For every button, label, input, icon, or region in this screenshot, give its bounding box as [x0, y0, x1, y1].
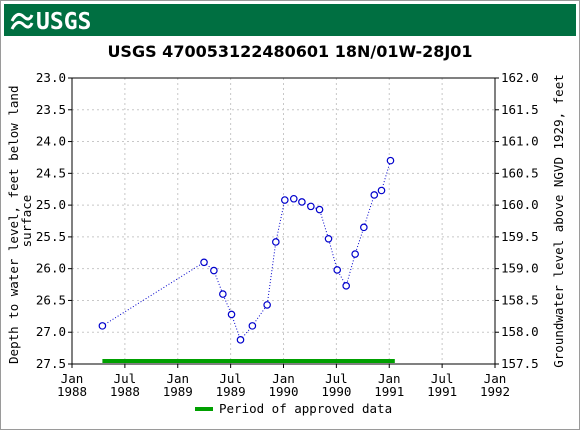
- x-tick-label-month: Jul: [325, 371, 348, 386]
- x-tick-label-year: 1991: [427, 384, 457, 399]
- x-tick-label-month: Jan: [484, 371, 507, 386]
- data-point: [263, 301, 271, 309]
- y-left-tick-label: 23.0: [36, 70, 66, 85]
- y-left-tick-label: 26.0: [36, 261, 66, 276]
- y-left-tick-label: 24.5: [36, 165, 66, 180]
- y-right-tick-label: 161.5: [501, 102, 539, 117]
- data-point: [360, 223, 368, 232]
- data-point: [351, 250, 359, 258]
- usgs-logo[interactable]: USGS: [10, 7, 110, 33]
- data-point: [227, 310, 236, 319]
- y-right-tick-label: 162.0: [501, 70, 539, 85]
- x-tick-label-month: Jul: [219, 371, 242, 386]
- y-left-tick-label: 27.0: [36, 324, 66, 339]
- usgs-banner: USGS: [4, 4, 576, 36]
- x-tick-label-month: Jul: [431, 371, 454, 386]
- legend: Period of approved data: [195, 401, 392, 416]
- y-right-tick-label: 158.0: [501, 324, 539, 339]
- x-tick-label-year: 1989: [216, 384, 246, 399]
- y-axis-left-label-line2: surface: [19, 195, 34, 248]
- x-tick-label-month: Jul: [114, 371, 137, 386]
- y-right-tick-label: 158.5: [501, 292, 539, 307]
- y-axis-left-label-line1: Depth to water level, feet below land: [6, 86, 21, 364]
- data-point: [377, 186, 386, 195]
- y-left-tick-label: 23.5: [36, 102, 66, 117]
- tick-marks: [68, 77, 499, 368]
- data-point: [200, 258, 208, 267]
- usgs-wave-mark: [10, 12, 34, 30]
- x-tick-label-year: 1991: [374, 384, 404, 399]
- y-right-tick-label: 159.5: [501, 229, 539, 244]
- data-point: [272, 238, 280, 246]
- legend-label: Period of approved data: [219, 401, 392, 416]
- y-right-tick-label: 159.0: [501, 261, 539, 276]
- data-point: [298, 198, 306, 206]
- y-left-tick-label: 26.5: [36, 292, 66, 307]
- grid: [72, 78, 495, 364]
- data-point: [248, 322, 257, 330]
- x-tick-label-year: 1992: [480, 384, 510, 399]
- data-point: [315, 205, 324, 214]
- data-point: [236, 336, 245, 344]
- data-point: [324, 234, 333, 243]
- x-tick-label-month: Jan: [272, 371, 295, 386]
- chart-title: USGS 470053122480601 18N/01W-28J01: [107, 42, 473, 61]
- x-tick-label-year: 1989: [163, 384, 193, 399]
- y-left-tick-label: 24.0: [36, 134, 66, 149]
- y-right-tick-label: 160.0: [501, 197, 539, 212]
- data-point: [281, 196, 289, 204]
- x-tick-label-year: 1988: [57, 384, 87, 399]
- tick-labels: 23.0 162.0 23.5 161.5 24.0 161.0 24.5 160.5 25.0…: [36, 70, 539, 399]
- data-point: [210, 266, 218, 275]
- usgs-logo-text: USGS: [36, 9, 91, 33]
- x-tick-label-month: Jan: [378, 371, 401, 386]
- data-point: [386, 156, 395, 165]
- x-tick-label-month: Jan: [166, 371, 189, 386]
- plot-border: [71, 77, 496, 365]
- y-left-tick-label: 25.5: [36, 229, 66, 244]
- data-point: [219, 290, 227, 298]
- data-point: [342, 282, 350, 290]
- data-point: [98, 322, 107, 330]
- x-tick-label-year: 1988: [110, 384, 140, 399]
- data-point: [370, 191, 379, 199]
- y-axis-left-label: Depth to water level, feet below land su…: [6, 78, 34, 364]
- y-right-tick-label: 161.0: [501, 134, 539, 149]
- y-axis-right-label: Groundwater level above NGVD 1929, feet: [551, 74, 566, 368]
- x-tick-label-year: 1990: [321, 384, 351, 399]
- x-tick-label-year: 1990: [268, 384, 298, 399]
- y-left-tick-label: 25.0: [36, 197, 66, 212]
- x-tick-label-month: Jan: [61, 371, 84, 386]
- y-right-tick-label: 157.5: [501, 356, 539, 371]
- y-right-tick-label: 160.5: [501, 165, 539, 180]
- data-series: [98, 156, 395, 344]
- y-left-tick-label: 27.5: [36, 356, 66, 371]
- data-point: [307, 202, 315, 211]
- data-point: [289, 194, 298, 203]
- series-line: [102, 160, 391, 341]
- data-point: [333, 266, 342, 274]
